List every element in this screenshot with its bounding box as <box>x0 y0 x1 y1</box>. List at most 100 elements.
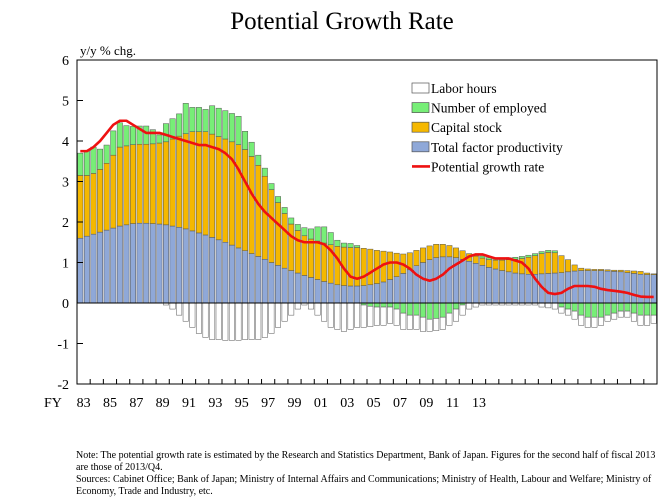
bar-capital-stock <box>77 175 84 239</box>
bar-labor-hours <box>393 308 400 326</box>
bar-number-of-employed <box>584 302 591 318</box>
bar-number-of-employed <box>261 167 268 177</box>
bar-labor-hours <box>275 302 281 328</box>
x-tick-label: 95 <box>235 396 249 411</box>
bar-capital-stock <box>413 250 420 266</box>
bar-number-of-employed <box>644 302 651 316</box>
bar-number-of-employed <box>617 302 624 312</box>
x-tick-label: 87 <box>129 396 143 411</box>
bar-capital-stock <box>558 255 565 273</box>
legend-swatch-capital-stock <box>411 121 430 133</box>
bar-labor-hours <box>182 302 189 322</box>
bar-labor-hours <box>400 312 407 330</box>
bar-tfp <box>354 285 361 304</box>
bar-tfp <box>116 225 123 304</box>
bar-number-of-employed <box>630 302 637 314</box>
x-tick-label: 83 <box>77 396 91 411</box>
bar-tfp <box>545 273 552 304</box>
bar-capital-stock <box>505 259 512 273</box>
bar-capital-stock <box>261 175 268 260</box>
bar-number-of-employed <box>380 302 387 308</box>
bar-number-of-employed <box>182 103 189 134</box>
bar-tfp <box>110 227 117 304</box>
bar-capital-stock <box>136 143 143 224</box>
bar-labor-hours <box>446 312 453 326</box>
bar-labor-hours <box>617 310 624 318</box>
bar-labor-hours <box>209 302 216 340</box>
x-tick-label: 85 <box>103 396 117 411</box>
bar-labor-hours <box>406 314 413 330</box>
bar-tfp <box>466 261 473 304</box>
bar-tfp <box>420 262 426 304</box>
bar-tfp <box>439 256 446 304</box>
bar-tfp <box>630 273 637 304</box>
bar-labor-hours <box>261 302 268 338</box>
bar-labor-hours <box>584 316 591 328</box>
bar-number-of-employed <box>406 302 413 316</box>
y-tick-label: 1 <box>62 257 69 272</box>
bar-labor-hours <box>380 306 387 326</box>
bar-number-of-employed <box>545 250 552 253</box>
legend: Labor hours Number of employed Capital sto… <box>411 81 563 174</box>
bar-number-of-employed <box>327 232 334 245</box>
bar-tfp <box>446 256 453 304</box>
bar-tfp <box>380 281 387 304</box>
bar-number-of-employed <box>420 302 426 318</box>
bar-number-of-employed <box>149 129 156 145</box>
bar-tfp <box>644 274 651 304</box>
bar-labor-hours <box>591 316 598 328</box>
bar-labor-hours <box>169 302 176 310</box>
bar-capital-stock <box>97 169 104 233</box>
bar-labor-hours <box>367 305 374 327</box>
bar-capital-stock <box>439 244 446 258</box>
bar-number-of-employed <box>591 302 598 318</box>
bar-number-of-employed <box>321 226 328 244</box>
bar-capital-stock <box>485 259 492 268</box>
bar-number-of-employed <box>301 227 308 237</box>
sources-text: Sources: Cabinet Office; Bank of Japan; … <box>76 474 652 497</box>
bar-number-of-employed <box>532 253 539 256</box>
bar-number-of-employed <box>195 107 202 132</box>
bar-labor-hours <box>215 302 222 340</box>
y-tick-label: 0 <box>62 297 69 312</box>
chart-title: Potential Growth Rate <box>230 8 454 35</box>
bar-capital-stock <box>294 230 301 274</box>
bar-number-of-employed <box>439 302 446 318</box>
bar-tfp <box>103 229 110 304</box>
bar-capital-stock <box>288 223 295 271</box>
bar-capital-stock <box>644 272 651 275</box>
bar-number-of-employed <box>202 109 209 132</box>
bar-capital-stock <box>545 252 552 274</box>
bar-number-of-employed <box>110 130 117 156</box>
bar-capital-stock <box>650 273 657 275</box>
bar-labor-hours <box>228 302 235 341</box>
bar-number-of-employed <box>624 302 631 312</box>
bar-number-of-employed <box>130 126 136 145</box>
bar-tfp <box>650 274 657 304</box>
x-tick-label: 03 <box>340 396 354 411</box>
bar-number-of-employed <box>433 302 440 319</box>
bar-labor-hours <box>453 308 459 322</box>
bar-capital-stock <box>215 136 222 241</box>
bar-capital-stock <box>268 189 275 263</box>
bar-number-of-employed <box>393 302 400 310</box>
legend-swatch-labor-hours <box>411 82 430 94</box>
bar-tfp <box>512 272 519 304</box>
bar-capital-stock <box>393 252 400 277</box>
bar-tfp <box>492 268 499 304</box>
bar-tfp <box>228 244 235 304</box>
bar-number-of-employed <box>103 144 110 164</box>
bar-number-of-employed <box>446 302 453 314</box>
bar-tfp <box>505 271 512 304</box>
bar-labor-hours <box>459 304 466 316</box>
bar-labor-hours <box>242 302 249 340</box>
bar-number-of-employed <box>387 302 394 308</box>
legend-label-tfp: Total factor productivity <box>431 140 563 155</box>
y-tick-label: 6 <box>62 54 69 69</box>
bar-capital-stock <box>571 264 578 272</box>
bar-capital-stock <box>598 269 604 271</box>
bar-tfp <box>367 284 374 304</box>
bar-capital-stock <box>149 143 156 224</box>
bar-labor-hours <box>611 312 618 320</box>
bar-tfp <box>123 224 130 304</box>
